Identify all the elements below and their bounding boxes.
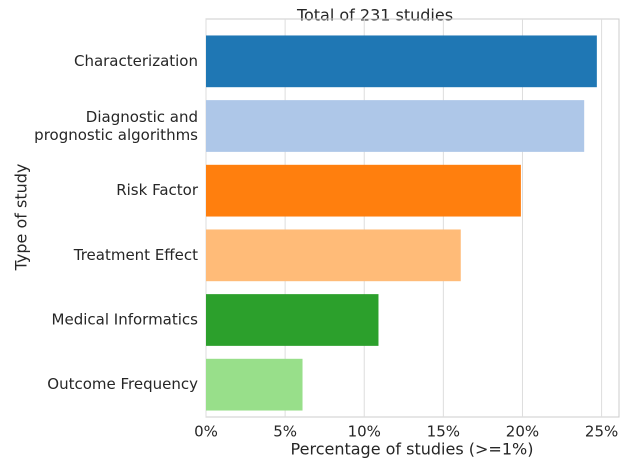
x-tick-label: 25% [585,423,618,441]
x-tick-label: 15% [427,423,460,441]
bar [206,229,461,282]
x-axis-label: Percentage of studies (>=1%) [291,440,534,459]
y-tick-label: Characterization [74,52,198,70]
y-tick-label: Risk Factor [116,181,199,199]
chart-title: Total of 231 studies [296,6,453,25]
x-tick-label: 20% [506,423,539,441]
x-tick-label: 5% [273,423,297,441]
y-tick-label: Diagnostic and prognostic algorithms [34,108,198,144]
bar [206,35,597,88]
bar [206,100,585,152]
x-tick-label: 10% [348,423,381,441]
y-axis-label: Type of study [12,164,31,272]
y-tick-label: Treatment Effect [73,246,198,264]
bar [206,164,521,217]
bar [206,294,379,346]
x-tick-label: 0% [194,423,218,441]
bar [206,358,303,411]
y-tick-label: Medical Informatics [52,311,199,329]
y-tick-label: Outcome Frequency [47,375,198,393]
